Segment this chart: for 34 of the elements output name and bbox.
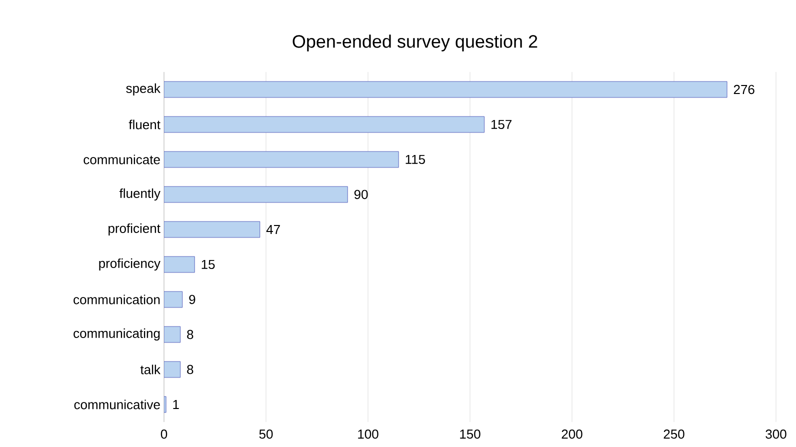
x-tick-label: 250 <box>664 430 684 439</box>
bar <box>164 116 484 133</box>
bar <box>164 81 728 98</box>
y-tick-label: communicating <box>74 328 160 341</box>
chart-title: Open-ended survey question 2 <box>292 34 538 52</box>
y-tick-label: communicative <box>74 400 160 410</box>
data-label: 47 <box>266 225 280 234</box>
x-tick-label: 150 <box>460 430 480 439</box>
bar <box>164 186 348 203</box>
bar <box>164 221 260 238</box>
data-label: 15 <box>202 260 215 270</box>
bar <box>164 256 195 273</box>
data-label: 9 <box>189 294 196 304</box>
data-label: 157 <box>491 120 512 130</box>
data-label: 90 <box>354 190 368 200</box>
y-tick-label: communicate <box>84 154 160 164</box>
data-label: 115 <box>406 154 425 164</box>
x-tick-label: 50 <box>259 430 273 439</box>
data-label: 8 <box>187 364 194 374</box>
bar <box>164 151 399 168</box>
y-tick-label: speak <box>126 83 160 96</box>
y-tick-label: communication <box>74 294 160 304</box>
data-label: 276 <box>734 84 754 94</box>
x-tick-label: 200 <box>562 430 582 439</box>
x-tick-label: 100 <box>358 430 378 439</box>
y-tick-label: fluent <box>128 120 160 130</box>
y-tick-label: fluently <box>119 188 160 201</box>
x-tick-label: 300 <box>766 430 786 439</box>
y-tick-label: proficient <box>108 223 160 236</box>
y-tick-label: proficiency <box>99 258 160 271</box>
data-label: 8 <box>187 330 194 340</box>
x-tick-label: 0 <box>160 430 168 439</box>
data-label: 1 <box>173 400 179 409</box>
y-tick-label: talk <box>140 364 160 374</box>
